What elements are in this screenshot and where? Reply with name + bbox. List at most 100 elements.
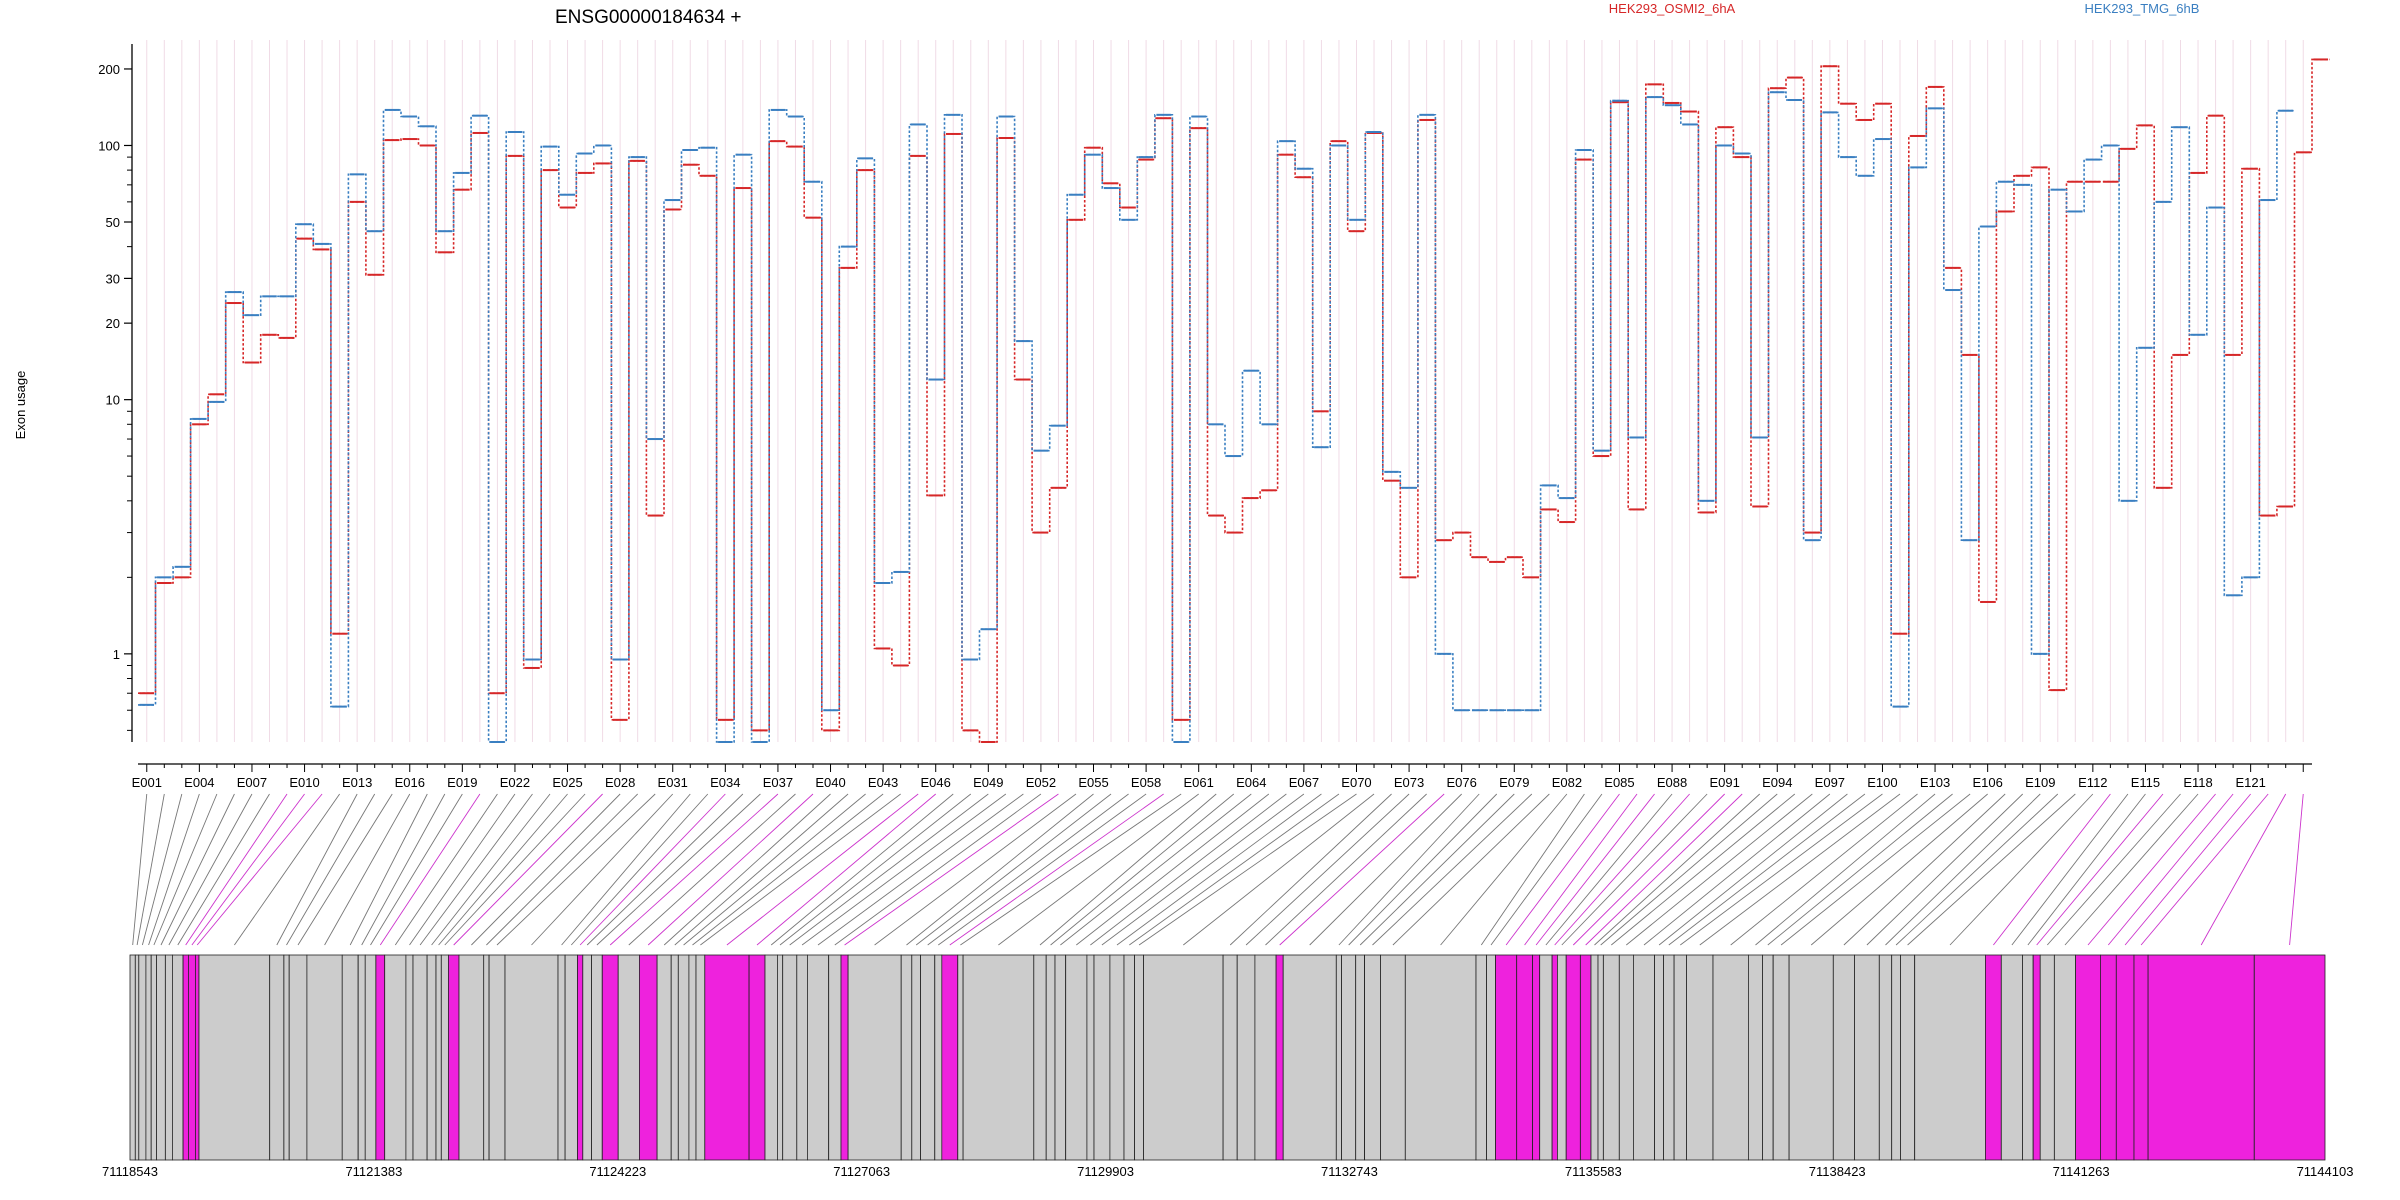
exon-block [1532,954,1541,1161]
exon-connector [1229,793,1392,946]
exon-block [2075,954,2101,1161]
x-tick-label: E028 [605,775,635,790]
exon-block [1093,954,1111,1161]
exon-connector [1265,793,1427,946]
x-tick-label: E106 [1972,775,2002,790]
x-tick-label: E112 [2078,775,2107,790]
exon-connector [1050,793,1235,946]
x-tick-label: E121 [2235,775,2265,790]
exon-connector [2046,793,2181,946]
exon-block [1222,954,1238,1161]
exon-block [1282,954,1337,1161]
exon-block [1143,954,1224,1161]
exon-block [171,954,184,1161]
exon-block [920,954,936,1161]
exon-connector [361,793,446,946]
exon-block [1590,954,1599,1161]
x-tick-label: E097 [1815,775,1845,790]
exon-block [1663,954,1675,1161]
exon-connectors [132,793,2304,946]
exon-connector [471,793,621,946]
exon-connector [915,793,1112,946]
exon-connector [1755,793,1936,946]
exon-block [748,954,766,1161]
exon-connector [726,793,919,946]
x-tick-label: E043 [868,775,898,790]
exon-block [138,954,147,1161]
exon-connector [1245,793,1410,946]
exon-connector [789,793,989,946]
exon-block [1772,954,1790,1161]
exon-connector [674,793,849,946]
exon-connector [1611,793,1796,946]
x-tick-label: E013 [342,775,372,790]
exon-block [134,954,140,1161]
exon-block [1355,954,1365,1161]
x-tick-label: E016 [395,775,425,790]
exon-block [405,954,414,1161]
exon-block [156,954,166,1161]
exon-connector [2064,793,2199,946]
exon-block [1603,954,1620,1161]
exon-block [764,954,778,1161]
x-tick-label: E025 [552,775,582,790]
exon-connector [596,793,761,946]
exon-block [198,954,271,1161]
exon-connector [817,793,1024,946]
exon-connector [1767,793,1953,946]
exon-connector [2124,793,2251,946]
exon-connector [1505,793,1620,946]
exon-connector [453,793,603,946]
exon-block [364,954,377,1161]
y-tick-label: 100 [98,138,120,153]
exon-block [2032,954,2041,1161]
exon-block [187,954,196,1161]
exon-block [1788,954,1834,1161]
exon-connector [168,793,253,946]
exon-block [1673,954,1687,1161]
genomic-coordinate-label: 71129903 [1077,1164,1134,1179]
exon-block [796,954,808,1161]
exon-block [639,954,658,1161]
exon-block [1123,954,1136,1161]
gene-model [129,954,2326,1161]
x-tick-label: E076 [1446,775,1476,790]
exon-block [1900,954,1916,1161]
exon-block [182,954,189,1161]
exon-block [1033,954,1047,1161]
exon-block [2147,954,2255,1161]
exon-connector [153,793,218,946]
exon-block [1985,954,2002,1161]
exon-block [1748,954,1763,1161]
x-tick-label: E007 [237,775,267,790]
exon-block [582,954,592,1161]
exon-connector [663,793,831,946]
exon-connector [628,793,796,946]
exon-block [704,954,750,1161]
exon-connector [1600,793,1778,946]
exon-connector [683,793,866,946]
exon-connector [379,793,481,946]
exon-block [1914,954,1986,1161]
exon-connector [2107,793,2234,946]
exon-connector [1116,793,1322,946]
x-tick-label: E094 [1762,775,1792,790]
exon-block [2039,954,2055,1161]
exon-connector [394,793,498,946]
exon-connector [1183,793,1375,946]
genomic-coordinate-label: 71144103 [2297,1164,2354,1179]
exon-block [1341,954,1357,1161]
exon-connector [1949,793,2094,946]
series-line-2 [138,91,2295,743]
exon-block [341,954,359,1161]
x-tick-label: E103 [1920,775,1950,790]
exon-connector [1338,793,1480,946]
exon-connector [286,793,376,946]
axes: 1 10 20 30 50 100 200 E001 E004 E007 E010 E013 E016 E… [98,44,2312,790]
exon-connector [191,793,305,946]
exon-block [1275,954,1284,1161]
exon-block [1236,954,1256,1161]
exon-connector [700,793,901,946]
exon-connector [431,793,551,946]
exon-block [1404,954,1477,1161]
